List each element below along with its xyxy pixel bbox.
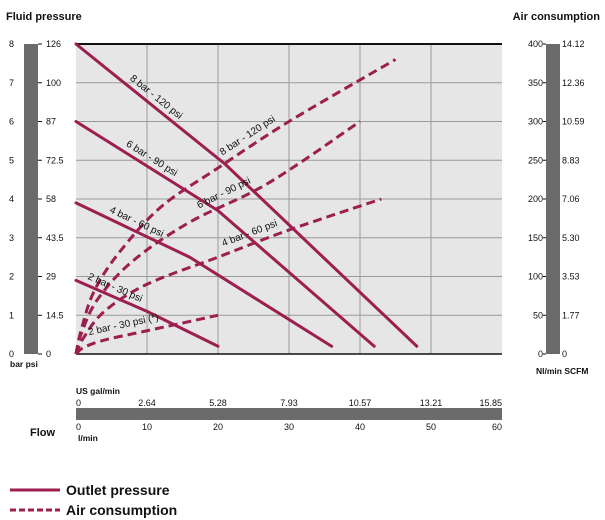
bar-tick-label: 5 xyxy=(9,155,14,165)
scfm-tick-label: 12.36 xyxy=(562,78,585,88)
right-axis-units: Nl/min SCFM xyxy=(536,366,588,376)
bar-tick-label: 2 xyxy=(9,272,14,282)
legend: Outlet pressure Air consumption xyxy=(10,482,177,518)
lmin-axis-label: l/min xyxy=(78,433,98,443)
bar-tick-label: 7 xyxy=(9,78,14,88)
psi-tick-label: 72.5 xyxy=(46,155,64,165)
nl-tick-label: 0 xyxy=(538,349,543,359)
scfm-tick-label: 3.53 xyxy=(562,272,580,282)
nl-tick-label: 100 xyxy=(528,272,543,282)
nl-tick-label: 400 xyxy=(528,39,543,49)
psi-tick-label: 0 xyxy=(46,349,51,359)
right-axis-ticks: 0 0 50 1.77 100 3.53 150 5.30 200 7.06 250 8.83 300 1… xyxy=(528,39,585,359)
usgal-axis-label: US gal/min xyxy=(76,386,120,396)
usgal-tick-label: 0 xyxy=(76,398,81,408)
flow-axis-ticks: 0 2.64 5.28 7.93 10.57 13.21 15.85 0 10 20 30 40 50 6… xyxy=(76,398,502,432)
scfm-tick-label: 0 xyxy=(562,349,567,359)
usgal-tick-label: 5.28 xyxy=(209,398,227,408)
air-consumption-line xyxy=(74,197,382,355)
outlet-pressure-line xyxy=(74,120,376,348)
lmin-tick-label: 50 xyxy=(426,422,436,432)
air-consumption-line xyxy=(74,120,361,355)
outlet-pressure-line xyxy=(74,201,334,348)
lmin-tick-label: 20 xyxy=(213,422,223,432)
nl-tick-label: 300 xyxy=(528,117,543,127)
lmin-tick-label: 30 xyxy=(284,422,294,432)
bar-tick-label: 0 xyxy=(9,349,14,359)
psi-tick-label: 87 xyxy=(46,117,56,127)
nl-tick-label: 350 xyxy=(528,78,543,88)
flow-axis-title: Flow xyxy=(30,427,55,439)
psi-tick-label: 14.5 xyxy=(46,310,64,320)
lmin-tick-label: 0 xyxy=(76,422,81,432)
scfm-tick-label: 14.12 xyxy=(562,39,585,49)
nl-tick-label: 200 xyxy=(528,194,543,204)
lmin-tick-label: 60 xyxy=(492,422,502,432)
usgal-tick-label: 7.93 xyxy=(280,398,298,408)
air-consumption-line xyxy=(74,313,219,356)
psi-tick-label: 29 xyxy=(46,272,56,282)
scfm-tick-label: 5.30 xyxy=(562,233,580,243)
bar-tick-label: 4 xyxy=(9,194,14,204)
legend-air-label: Air consumption xyxy=(66,502,177,518)
outlet-pressure-line xyxy=(74,278,220,348)
usgal-tick-label: 2.64 xyxy=(138,398,156,408)
usgal-tick-label: 10.57 xyxy=(349,398,372,408)
left-axis-units: bar psi xyxy=(10,359,38,369)
left-scale-bar xyxy=(24,44,38,354)
lmin-tick-label: 40 xyxy=(355,422,365,432)
right-scale-bar xyxy=(546,44,560,354)
usgal-tick-label: 15.85 xyxy=(479,398,502,408)
air-consumption-line xyxy=(74,58,397,355)
psi-tick-label: 43.5 xyxy=(46,233,64,243)
psi-tick-label: 126 xyxy=(46,39,61,49)
nl-tick-label: 250 xyxy=(528,155,543,165)
bar-tick-label: 6 xyxy=(9,117,14,127)
nl-tick-label: 50 xyxy=(533,310,543,320)
left-axis-title: Fluid pressure xyxy=(6,11,82,23)
bar-tick-label: 3 xyxy=(9,233,14,243)
psi-tick-label: 100 xyxy=(46,78,61,88)
scfm-tick-label: 10.59 xyxy=(562,117,585,127)
scfm-tick-label: 1.77 xyxy=(562,310,580,320)
bar-tick-label: 8 xyxy=(9,39,14,49)
usgal-tick-label: 13.21 xyxy=(420,398,443,408)
bar-tick-label: 1 xyxy=(9,310,14,320)
lmin-tick-label: 10 xyxy=(142,422,152,432)
flow-scale-bar xyxy=(76,408,502,420)
outlet-pressure-line xyxy=(74,42,419,348)
series-group xyxy=(74,42,419,356)
legend-outlet-label: Outlet pressure xyxy=(66,482,170,498)
right-axis-title: Air consumption xyxy=(513,11,601,23)
scfm-tick-label: 8.83 xyxy=(562,155,580,165)
nl-tick-label: 150 xyxy=(528,233,543,243)
left-axis-ticks: 0 0 1 14.5 2 29 3 43.5 4 58 5 72.5 6 87 7 100 8 126 xyxy=(9,39,64,359)
psi-tick-label: 58 xyxy=(46,194,56,204)
scfm-tick-label: 7.06 xyxy=(562,194,580,204)
